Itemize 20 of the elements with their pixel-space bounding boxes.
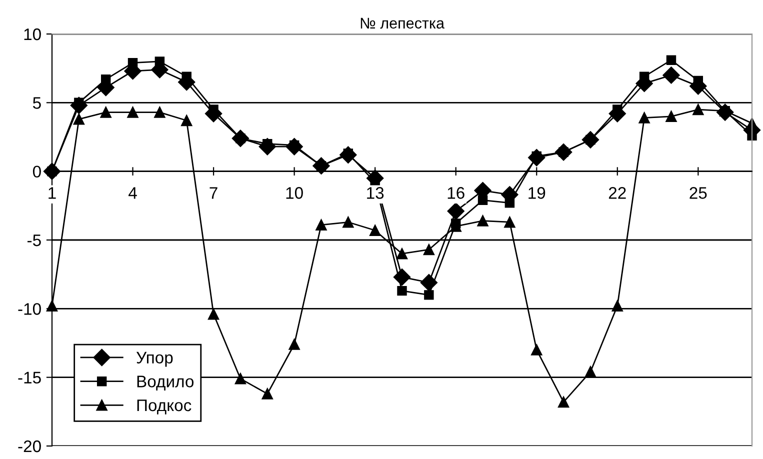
y-tick-label: 0 (32, 166, 41, 178)
x-tick-label: 4 (128, 187, 137, 199)
y-tick-label: 10 (24, 28, 41, 40)
x-tick-label: 25 (690, 187, 707, 199)
x-axis-title: № лепестка (360, 18, 444, 29)
y-tick-label: 5 (32, 97, 41, 109)
legend-label: Подкос (137, 400, 192, 414)
y-tick-label: -20 (18, 440, 41, 452)
x-tick-label: 19 (528, 187, 546, 199)
y-tick-label: -10 (18, 303, 41, 315)
y-tick-label: -5 (28, 234, 41, 246)
x-tick-label: 10 (286, 187, 303, 199)
x-tick-label: 1 (48, 187, 56, 199)
legend-label: Водило (137, 376, 194, 391)
x-tick-label: 16 (448, 187, 464, 199)
x-tick-label: 13 (367, 187, 384, 199)
x-tick-label: 22 (608, 187, 626, 199)
legend-label: Упор (136, 352, 173, 367)
x-tick-label: 7 (210, 187, 218, 199)
y-tick-label: -15 (18, 372, 41, 384)
